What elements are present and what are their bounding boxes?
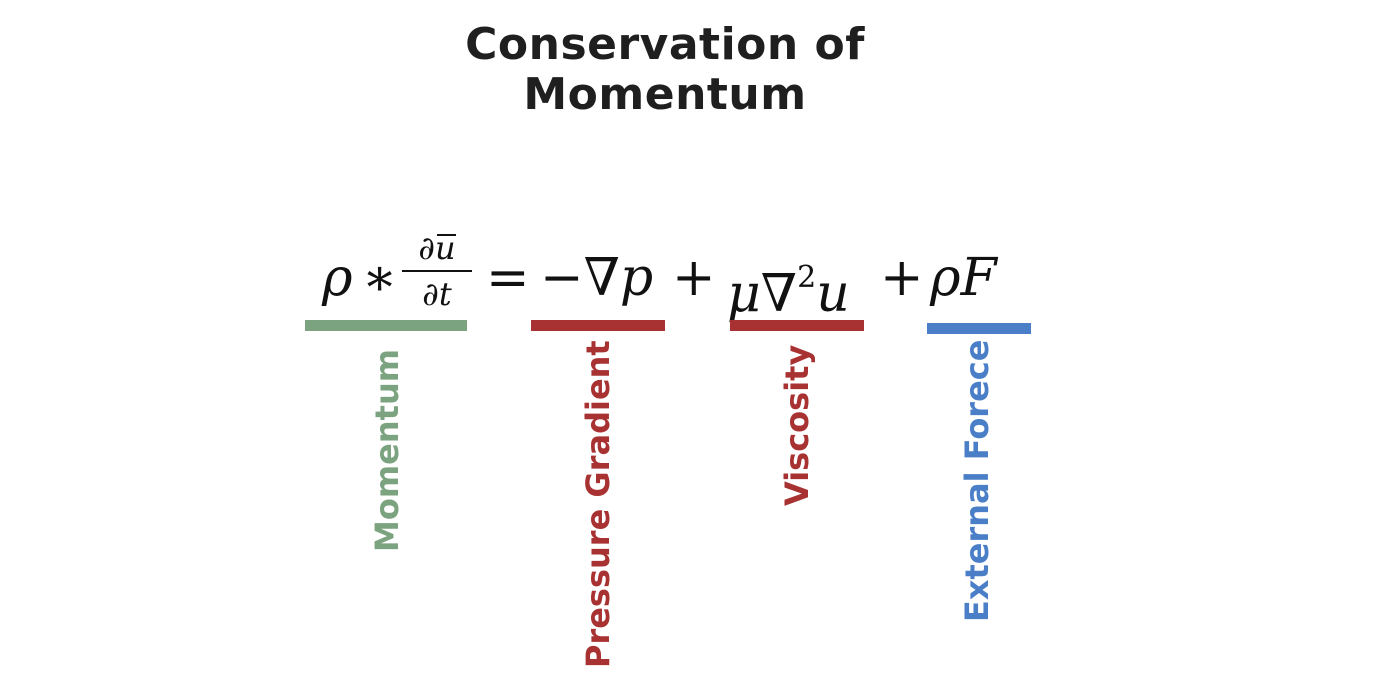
title-line-2: Momentum [523, 69, 807, 120]
eq-rho-2: ρ [930, 248, 961, 308]
eq-fraction-denominator: ∂t [422, 275, 452, 313]
pressure-gradient-label: Pressure Gradient [579, 340, 617, 668]
eq-exponent: 2 [797, 260, 817, 295]
eq-force-term: ρF [930, 248, 997, 308]
pressure-gradient-underline [531, 320, 665, 331]
viscosity-label: Viscosity [778, 344, 816, 506]
momentum-underline [305, 320, 467, 331]
eq-plus-1: + [672, 248, 716, 308]
momentum-label: Momentum [368, 348, 406, 552]
eq-fraction: ∂u ∂t [402, 228, 472, 314]
eq-nabla: ∇ [760, 264, 798, 324]
external-force-label: External Forece [958, 339, 996, 622]
eq-mu: μ [727, 264, 761, 324]
diagram-title: Conservation of Momentum [0, 20, 1330, 120]
eq-fraction-numerator: ∂u [402, 228, 472, 272]
momentum-equation: ρ ∗ ∂u ∂t = −∇p + μ∇2u + ρF [0, 228, 1400, 338]
eq-force: F [960, 248, 997, 308]
eq-pressure-term: −∇p [540, 248, 654, 308]
eq-u-bar: u [434, 229, 456, 267]
eq-partial: ∂ [418, 229, 435, 267]
external-force-underline [927, 323, 1031, 334]
eq-viscosity-term: μ∇2u [727, 248, 850, 324]
eq-plus-2: + [880, 248, 924, 308]
viscosity-underline [730, 320, 864, 331]
eq-u: u [816, 264, 850, 324]
eq-star: ∗ [362, 248, 398, 308]
eq-equals: = [486, 248, 530, 308]
title-line-1: Conservation of [465, 19, 865, 70]
eq-rho: ρ [322, 248, 353, 308]
